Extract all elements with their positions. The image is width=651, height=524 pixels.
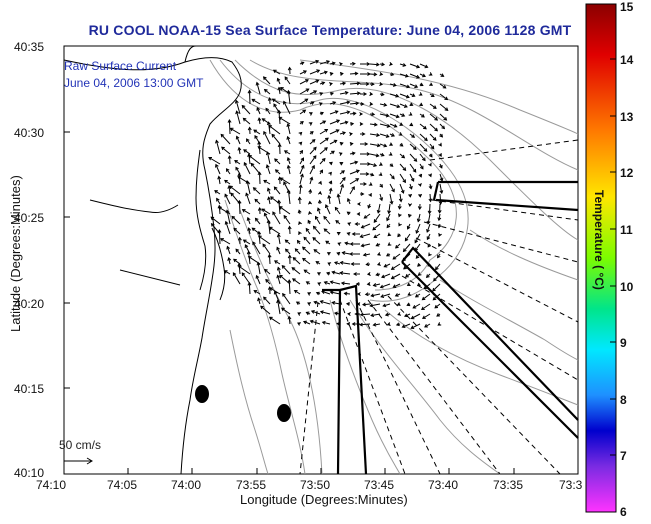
y-tick-label: 40:30 (14, 126, 44, 140)
colorbar-tick-label: 9 (620, 336, 627, 350)
x-tick-label: 73:35 (493, 478, 523, 492)
y-axis-label: Latitude (Degrees:Minutes) (8, 175, 23, 332)
station-marker (277, 404, 291, 422)
colorbar-tick-label: 6 (620, 505, 627, 519)
colorbar-tick-label: 13 (620, 110, 633, 124)
colorbar-label: Temperature ( °C) (592, 190, 606, 290)
colorbar-tick-label: 15 (620, 0, 633, 14)
y-tick-label: 40:35 (14, 40, 44, 54)
y-tick-label: 40:15 (14, 382, 44, 396)
x-tick-label: 74:10 (36, 478, 66, 492)
x-tick-label: 73:40 (428, 478, 458, 492)
plot-frame (64, 46, 578, 474)
colorbar-tick-label: 14 (620, 53, 633, 67)
x-tick-label: 73:55 (236, 478, 266, 492)
map-title: RU COOL NOAA-15 Sea Surface Temperature:… (70, 22, 590, 38)
x-tick-label: 73:45 (364, 478, 394, 492)
current-vector (219, 230, 220, 244)
colorbar-tick-label: 8 (620, 393, 627, 407)
x-tick-label: 74:00 (171, 478, 201, 492)
annotation-line-2: June 04, 2006 13:00 GMT (64, 75, 203, 92)
scale-label: 50 cm/s (59, 438, 101, 452)
current-vector (229, 120, 230, 134)
current-vector (260, 172, 261, 184)
x-tick-label: 73:3 (559, 478, 582, 492)
annotation-line-1: Raw Surface Current (64, 58, 203, 75)
current-vector (239, 201, 240, 214)
colorbar-tick-label: 11 (620, 223, 633, 237)
x-tick-label: 73:50 (300, 478, 330, 492)
x-tick-label: 74:05 (107, 478, 137, 492)
colorbar-tick-label: 12 (620, 166, 633, 180)
station-marker (195, 385, 209, 403)
current-annotation: Raw Surface Current June 04, 2006 13:00 … (64, 58, 203, 92)
x-axis-label: Longitude (Degrees:Minutes) (240, 492, 408, 507)
y-tick-label: 40:10 (14, 466, 44, 480)
colorbar-tick-label: 10 (620, 280, 633, 294)
colorbar-tick-label: 7 (620, 449, 627, 463)
current-vector (250, 91, 251, 105)
